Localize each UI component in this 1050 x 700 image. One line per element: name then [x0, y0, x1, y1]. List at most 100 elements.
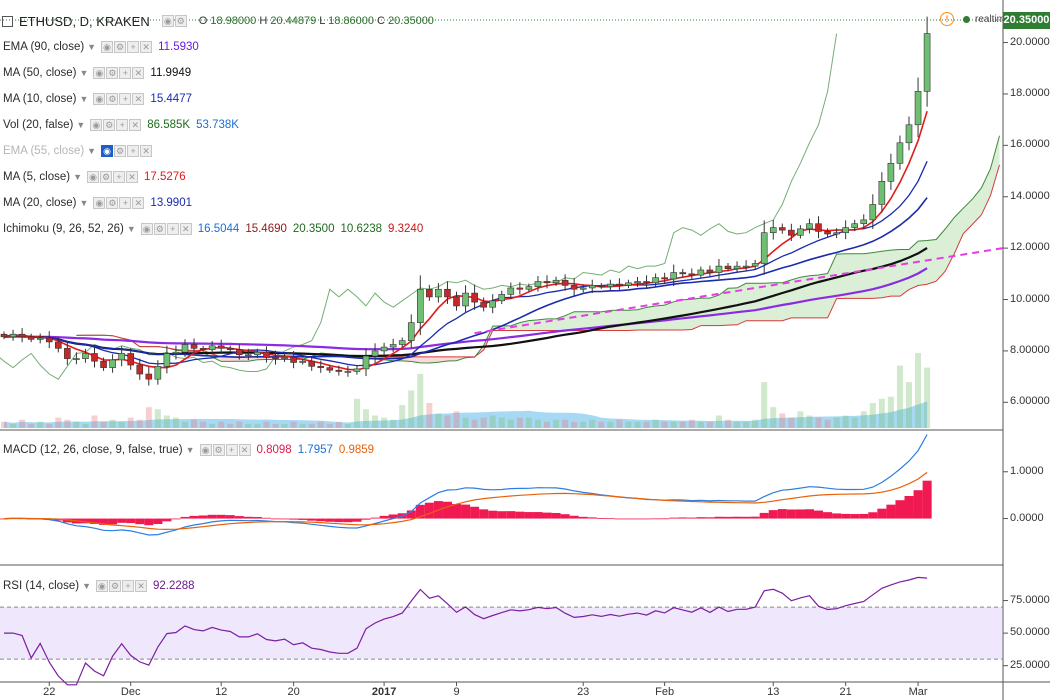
indicator-label[interactable]: EMA (55, close) — [3, 145, 85, 157]
volume-bar — [878, 398, 885, 428]
ichimoku-cloud-segment — [655, 305, 665, 330]
macd-histogram-bar — [587, 517, 597, 519]
indicator-buttons[interactable]: ◉ ⚙ + ✕ — [93, 197, 145, 209]
volume-bar — [779, 413, 786, 428]
ichimoku-cloud-segment — [619, 310, 629, 331]
ichimoku-cloud-segment — [954, 208, 964, 254]
indicator-buttons[interactable]: ◉ ⚙ + ✕ — [101, 145, 153, 157]
ichimoku-cloud-segment — [221, 356, 231, 362]
macd-histogram-bar — [904, 495, 914, 519]
indicator-label[interactable]: EMA (90, close) — [3, 41, 85, 53]
candle-body — [842, 227, 849, 234]
indicator-legend-row: MA (5, close) ▼ ◉ ⚙ + ✕ 17.5276 — [0, 168, 192, 186]
candle-body — [226, 348, 234, 350]
chevron-down-icon[interactable]: ▼ — [87, 146, 97, 156]
volume-bar — [896, 365, 903, 428]
ichimoku-cloud-segment — [981, 168, 991, 215]
indicator-buttons[interactable]: ◉ ⚙ + ✕ — [93, 93, 145, 105]
macd-histogram-bar — [732, 516, 742, 519]
indicator-buttons[interactable]: ◉ ⚙ + ✕ — [101, 41, 153, 53]
ichimoku-lagging-span — [0, 33, 838, 380]
volume-bar — [335, 421, 342, 428]
volume-bar — [109, 419, 116, 428]
chevron-down-icon[interactable]: ▼ — [126, 224, 136, 234]
macd-histogram-bar — [633, 518, 643, 520]
price-axis-label: 20.00000 — [1010, 35, 1050, 48]
indicator-label[interactable]: MA (5, close) — [3, 171, 71, 183]
macd-histogram-bar — [741, 516, 751, 519]
candle-body — [670, 272, 678, 280]
macd-histogram-bar — [524, 512, 534, 519]
indicator-value: 17.5276 — [144, 171, 186, 183]
collapse-icon[interactable] — [2, 15, 13, 27]
candle-body — [462, 292, 469, 307]
volume-bar — [28, 423, 35, 428]
indicator-label[interactable]: Ichimoku (9, 26, 52, 26) — [3, 223, 124, 235]
indicator-label[interactable]: MA (50, close) — [3, 67, 77, 79]
volume-bar — [55, 417, 62, 428]
ichimoku-cloud-segment — [791, 277, 801, 318]
ichimoku-cloud-segment — [899, 249, 909, 297]
macd-histogram-bar — [261, 517, 271, 519]
candle-body — [543, 281, 551, 284]
chevron-down-icon[interactable]: ▼ — [87, 42, 97, 52]
candle-body — [471, 292, 478, 303]
indicator-buttons[interactable]: ◉ ⚙ + ✕ — [140, 223, 192, 235]
macd-histogram-bar — [379, 515, 389, 519]
ichimoku-cloud-segment — [447, 356, 457, 362]
chevron-down-icon[interactable]: ▼ — [76, 120, 86, 130]
indicator-buttons[interactable]: ◉ ⚙ + ✕ — [90, 119, 142, 131]
candle-body — [480, 301, 487, 308]
time-axis-label: Mar — [908, 686, 928, 698]
volume-bar — [471, 419, 478, 428]
indicator-value: 86.585K — [147, 119, 191, 131]
indicator-label[interactable]: RSI (14, close) — [3, 580, 80, 592]
price-axis-label: 8.00000 — [1010, 343, 1050, 356]
macd-histogram-bar — [895, 500, 905, 519]
indicator-label[interactable]: MA (10, close) — [3, 93, 77, 105]
warning-icon[interactable]: ! — [940, 12, 954, 26]
indicator-label[interactable]: Vol (20, false) — [3, 119, 74, 131]
chevron-down-icon[interactable]: ▼ — [79, 68, 89, 78]
price-axis-label: 0.0000 — [1010, 511, 1044, 524]
candle-body — [54, 341, 62, 349]
chevron-down-icon[interactable]: ▼ — [79, 198, 89, 208]
candle-body — [254, 351, 261, 356]
ichimoku-cloud-segment — [800, 275, 810, 318]
candle-body — [552, 279, 560, 284]
ma-20-line — [3, 197, 928, 360]
indicator-buttons[interactable]: ◉ ⚙ + ✕ — [87, 171, 139, 183]
ichimoku-cloud-segment — [537, 318, 547, 331]
macd-histogram-bar — [207, 514, 217, 519]
indicator-legend-row: MA (10, close) ▼ ◉ ⚙ + ✕ 15.4477 — [0, 90, 198, 108]
candle-body — [534, 281, 542, 287]
macd-histogram-bar — [280, 518, 290, 520]
indicator-label[interactable]: MACD (12, 26, close, 9, false, true) — [3, 444, 183, 456]
symbol-title[interactable]: ETHUSD, D, KRAKEN — [19, 13, 150, 29]
volume-bar — [806, 415, 813, 428]
candle-body — [389, 344, 397, 348]
candle-body — [118, 353, 125, 361]
trend-projection-line — [474, 247, 1004, 335]
volume-bar — [218, 421, 225, 428]
symbol-buttons[interactable]: ◉ ⚙ — [161, 15, 187, 27]
indicator-buttons[interactable]: ◉ ⚙ + ✕ — [95, 580, 147, 592]
macd-histogram-bar — [488, 510, 498, 519]
chevron-down-icon[interactable]: ▼ — [79, 94, 89, 104]
indicator-buttons[interactable]: ◉ ⚙ + ✕ — [199, 444, 251, 456]
indicator-buttons[interactable]: ◉ ⚙ + ✕ — [93, 67, 145, 79]
chevron-down-icon[interactable]: ▼ — [73, 172, 83, 182]
macd-histogram-bar — [569, 515, 579, 519]
macd-histogram-bar — [325, 518, 335, 522]
volume-bar — [697, 421, 704, 428]
price-axis-label: 75.0000 — [1010, 593, 1050, 606]
volume-bar — [344, 423, 351, 428]
price-axis-label: 18.00000 — [1010, 86, 1050, 99]
volume-bar — [516, 417, 523, 428]
candle-body — [100, 360, 107, 368]
volume-bar — [136, 419, 143, 428]
indicator-label[interactable]: MA (20, close) — [3, 197, 77, 209]
chevron-down-icon[interactable]: ▼ — [185, 445, 195, 455]
chevron-down-icon[interactable]: ▼ — [82, 581, 91, 591]
